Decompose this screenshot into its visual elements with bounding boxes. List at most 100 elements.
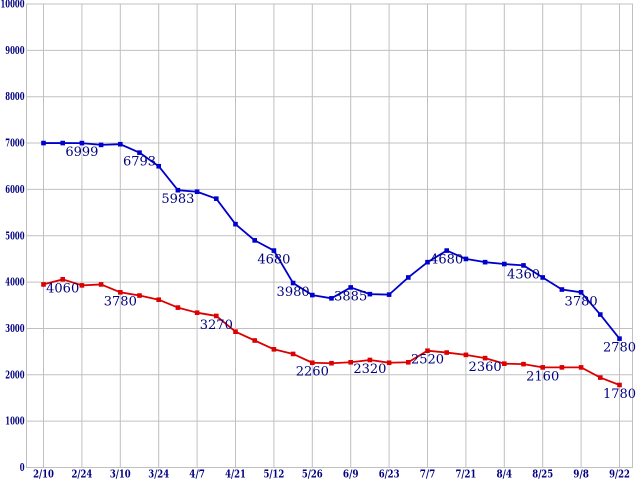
data-point-marker — [502, 261, 507, 267]
data-point-marker — [290, 351, 296, 357]
y-tick-label: 7000 — [5, 137, 24, 150]
data-point-marker — [194, 189, 200, 195]
data-point-marker — [386, 292, 392, 297]
data-point-marker — [194, 310, 200, 315]
data-point-label: 2360 — [469, 360, 502, 375]
x-tick-label: 2/10 — [33, 468, 54, 480]
data-point-label: 3980 — [277, 285, 310, 300]
data-point-marker — [156, 297, 161, 303]
data-point-marker — [233, 221, 238, 227]
data-point-marker — [137, 150, 142, 155]
data-point-marker — [60, 140, 65, 146]
data-point-label: 2520 — [411, 353, 444, 368]
data-point-label: 6793 — [123, 155, 156, 170]
data-point-marker — [406, 359, 411, 365]
data-point-marker — [41, 282, 46, 287]
data-point-marker — [425, 348, 430, 353]
data-point-marker — [463, 256, 469, 262]
y-tick-label: 3000 — [5, 322, 24, 335]
data-point-marker — [367, 291, 373, 297]
series-blue-series: 6999 6793 5983 4680 3980 3885 4680 4360 3780 2780 — [41, 140, 636, 356]
data-point-marker — [463, 352, 469, 358]
data-point-marker — [214, 313, 219, 319]
data-point-marker — [290, 280, 296, 286]
data-point-label: 3780 — [104, 294, 137, 309]
data-point-marker — [118, 141, 123, 147]
x-tick-label: 6/23 — [379, 468, 400, 480]
data-point-marker — [79, 283, 85, 288]
data-point-label: 4680 — [257, 253, 290, 268]
x-tick-label: 7/21 — [456, 468, 477, 480]
data-point-marker — [444, 248, 449, 253]
data-point-marker — [79, 140, 85, 146]
data-point-marker — [214, 196, 219, 201]
data-point-marker — [310, 360, 315, 366]
data-point-label: 3885 — [334, 289, 367, 304]
data-point-marker — [348, 359, 353, 365]
data-point-marker — [559, 365, 565, 370]
x-tick-label: 2/24 — [72, 468, 93, 480]
x-tick-label: 9/22 — [609, 468, 630, 480]
data-point-marker — [329, 360, 334, 366]
data-point-marker — [175, 305, 181, 310]
data-point-marker — [271, 347, 277, 352]
data-point-marker — [252, 238, 257, 243]
y-tick-label: 9000 — [5, 44, 24, 57]
x-tick-label: 7/7 — [420, 468, 436, 480]
data-point-label: 3270 — [200, 318, 233, 333]
data-point-marker — [406, 275, 411, 280]
data-point-marker — [425, 259, 430, 265]
data-point-marker — [598, 312, 603, 317]
data-point-label: 2320 — [353, 362, 386, 377]
data-point-marker — [60, 277, 65, 282]
data-point-label: 2260 — [296, 365, 329, 380]
data-point-marker — [41, 140, 46, 146]
x-tick-label: 8/25 — [532, 468, 553, 480]
data-point-marker — [118, 289, 123, 295]
data-point-marker — [252, 338, 257, 343]
y-tick-label: 4000 — [5, 276, 24, 289]
data-point-label: 2160 — [526, 369, 559, 384]
y-tick-label: 2000 — [5, 368, 24, 381]
data-point-marker — [482, 355, 488, 361]
data-point-marker — [386, 360, 392, 366]
plot-border — [26, 3, 633, 468]
x-axis-labels: 2/10 2/24 3/10 3/24 4/7 4/21 5/12 5/26 6/9 6/23 7/… — [33, 468, 630, 480]
data-point-marker — [233, 329, 238, 334]
y-tick-label: 5000 — [5, 229, 24, 242]
series-red-series: 4060 3780 3270 2260 2320 2520 2360 2160 1780 — [41, 277, 636, 402]
data-point-marker — [367, 357, 373, 363]
gridlines — [26, 3, 633, 468]
y-tick-label: 0 — [20, 461, 25, 474]
data-point-label: 5983 — [161, 192, 194, 207]
x-tick-label: 6/9 — [343, 468, 359, 480]
data-point-marker — [310, 292, 315, 298]
y-tick-label: 8000 — [5, 90, 24, 103]
data-point-label: 6999 — [65, 145, 98, 160]
data-point-marker — [540, 365, 545, 370]
data-point-label: 4360 — [507, 267, 540, 282]
data-point-marker — [98, 282, 104, 287]
data-point-marker — [271, 248, 277, 253]
x-tick-label: 4/21 — [225, 468, 246, 480]
data-point-marker — [137, 293, 142, 298]
data-point-marker — [482, 259, 488, 265]
data-point-marker — [598, 375, 603, 380]
data-point-marker — [348, 285, 353, 290]
data-point-marker — [521, 263, 526, 268]
data-point-label: 2780 — [603, 341, 636, 356]
data-point-marker — [502, 361, 507, 366]
data-point-marker — [540, 275, 545, 280]
x-tick-label: 8/4 — [497, 468, 513, 480]
data-point-marker — [617, 382, 622, 388]
y-tick-label: 6000 — [5, 183, 24, 196]
data-point-marker — [559, 287, 565, 292]
x-tick-label: 5/12 — [264, 468, 285, 480]
x-tick-label: 9/8 — [573, 468, 589, 480]
y-tick-label: 1000 — [5, 415, 24, 428]
x-tick-label: 4/7 — [189, 468, 205, 480]
data-point-label: 4060 — [46, 281, 79, 296]
x-tick-label: 5/26 — [302, 468, 323, 480]
